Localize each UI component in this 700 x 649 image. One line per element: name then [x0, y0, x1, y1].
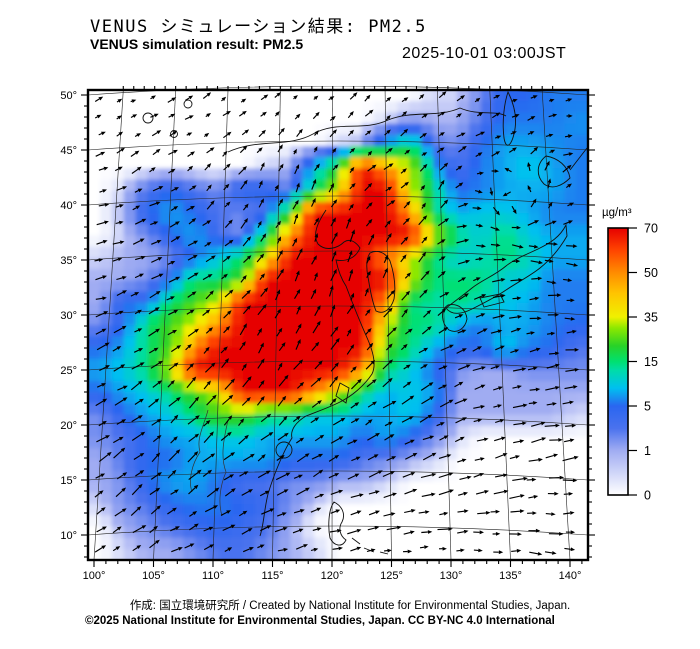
indochina-borders — [190, 409, 229, 517]
latitude-tick-label: 20° — [60, 420, 77, 432]
latitude-tick-label: 45° — [60, 145, 77, 157]
colorbar-unit-label: µg/m³ — [602, 207, 632, 219]
wind-arrow-shafts — [94, 93, 575, 555]
longitude-tick-label: 100° — [83, 570, 106, 582]
wind-vector-layer — [94, 91, 580, 556]
title-japanese: VENUS シミュレーション結果: PM2.5 — [90, 17, 427, 37]
latitude-tick-label: 30° — [60, 310, 77, 322]
longitude-tick-label: 105° — [142, 570, 165, 582]
colorbar-tick-label: 15 — [644, 355, 658, 369]
colorbar-tick-label: 50 — [644, 266, 658, 280]
hainan-island — [275, 441, 293, 459]
meridian-line — [541, 89, 571, 561]
lake-outline — [142, 112, 154, 124]
longitude-tick-label: 135° — [499, 570, 522, 582]
parallel-line — [87, 195, 589, 206]
colorbar-tick-label: 70 — [644, 222, 658, 236]
longitude-tick-label: 140° — [559, 570, 582, 582]
longitude-tick-label: 125° — [380, 570, 403, 582]
philippines-luzon — [328, 501, 347, 546]
meridian-line — [489, 89, 511, 561]
kuril-line — [569, 147, 588, 171]
pm25-heatmap-layer — [88, 90, 588, 560]
copyright-line: ©2025 National Institute for Environment… — [85, 615, 555, 627]
simulation-map-figure: 10°15°20°25°30°35°40°45°50° 100° 105° 110°… — [60, 86, 658, 582]
honshu-island — [445, 223, 568, 314]
longitude-tick-label: 130° — [440, 570, 463, 582]
lake-outline — [183, 99, 193, 109]
longitude-tick-label: 115° — [262, 570, 284, 582]
latitude-tick-label: 35° — [60, 255, 77, 267]
colorbar-tick-label: 0 — [644, 489, 651, 503]
hokkaido-island — [537, 155, 571, 188]
colorbar-tick-label: 5 — [644, 400, 651, 414]
latitude-axis-labels: 10° 15° 20° 25° 30° 35° 40° 45° 50° — [60, 90, 77, 542]
latitude-tick-label: 15° — [60, 475, 77, 487]
latitude-tick-label: 40° — [60, 200, 77, 212]
taiwan-island — [335, 382, 350, 404]
colorbar-gradient-bar — [607, 227, 629, 496]
lake-outline — [170, 130, 178, 138]
latitude-tick-label: 25° — [60, 365, 77, 377]
credit-line: 作成: 国立環境研究所 / Created by National Instit… — [129, 600, 571, 612]
colorbar-tick-label: 35 — [644, 311, 658, 325]
subtitle-english: VENUS simulation result: PM2.5 — [90, 36, 304, 52]
parallel-line — [87, 360, 589, 371]
korea-peninsula — [366, 250, 396, 313]
shikoku-island — [479, 293, 505, 308]
china-coast — [259, 209, 375, 537]
coastlines-layer — [142, 90, 588, 555]
parallel-line — [87, 250, 589, 261]
meridian-line — [437, 89, 452, 561]
meridian-line — [272, 89, 281, 561]
parallel-line — [87, 415, 589, 426]
valid-time-label: 2025-10-01 03:00JST — [402, 45, 567, 62]
kyushu-island — [442, 304, 468, 332]
russia-okhotsk-coast — [227, 107, 507, 153]
meridian-line — [153, 89, 176, 561]
map-frame — [86, 88, 590, 562]
sakhalin-island — [502, 90, 517, 146]
longitude-tick-label: 120° — [321, 570, 344, 582]
parallel-line — [87, 525, 589, 536]
latitude-tick-label: 50° — [60, 90, 77, 102]
colorbar-tick-label: 1 — [644, 444, 651, 458]
longitude-tick-label: 110° — [202, 570, 224, 582]
latitude-tick-label: 10° — [60, 530, 77, 542]
parallel-line — [87, 140, 589, 151]
meridian-line — [331, 89, 334, 561]
longitude-axis-labels: 100° 105° 110° 115° 120° 125° 130° 135° 140° — [83, 570, 582, 582]
